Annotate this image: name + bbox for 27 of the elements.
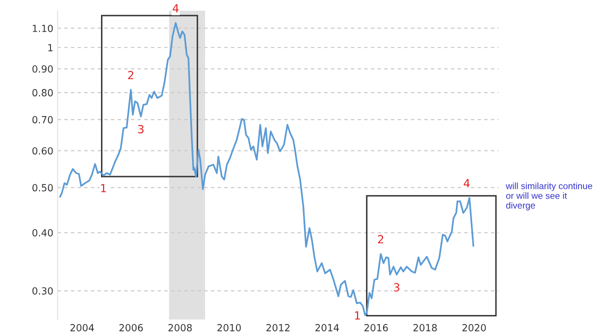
y-tick-label: 0.80 — [32, 89, 53, 96]
y-tick-label: 1 — [48, 44, 53, 52]
annotation: 4 — [172, 4, 179, 12]
annotation: 2 — [128, 70, 134, 80]
x-tick-label: 2016 — [364, 324, 388, 332]
annotation: 1 — [355, 311, 360, 320]
text: will similarity continue or will we see it diverge — [506, 182, 592, 210]
annotation: 2 — [378, 235, 384, 244]
y-tick-label: 0.70 — [32, 116, 53, 124]
x-tick-label: 2004 — [70, 324, 94, 332]
x-tick-label: 2014 — [315, 324, 339, 332]
x-tick-label: 2008 — [168, 324, 192, 332]
x-tick-label: 2018 — [413, 324, 437, 332]
x-tick-label: 2006 — [119, 324, 143, 332]
x-tick-label: 2020 — [462, 324, 486, 332]
y-tick-label: 1.10 — [32, 24, 53, 32]
annotation: 4 — [464, 179, 470, 188]
y-tick-label: 0.90 — [32, 65, 53, 73]
x-tick-label: 2010 — [217, 324, 241, 332]
annotation: 3 — [394, 283, 400, 292]
annotation: 3 — [138, 124, 144, 134]
x-tick-label: 2012 — [266, 324, 290, 332]
y-tick-label: 0.40 — [32, 229, 53, 236]
y-tick-label: 0.60 — [32, 147, 53, 155]
annotation: 1 — [101, 184, 106, 192]
y-tick-label: 0.30 — [32, 287, 53, 295]
y-tick-label: 0.50 — [32, 184, 53, 192]
